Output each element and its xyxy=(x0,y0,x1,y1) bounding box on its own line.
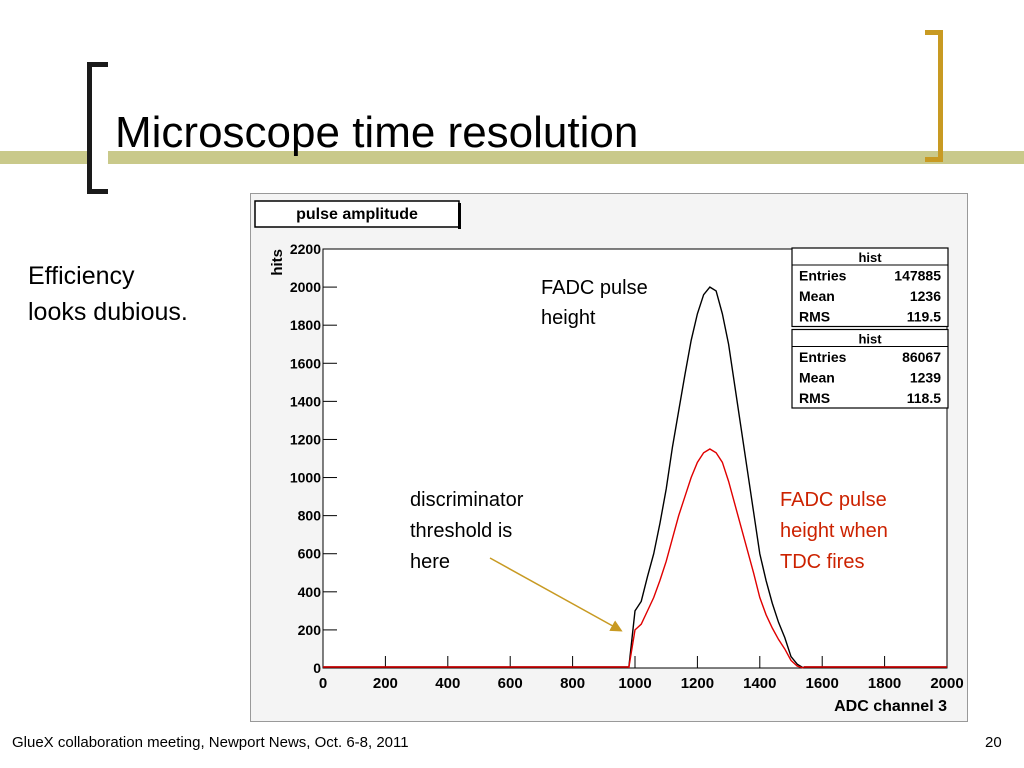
x-tick-label: 1800 xyxy=(868,675,901,692)
stats-value: 119.5 xyxy=(907,309,941,325)
annotation-red-line: TDC fires xyxy=(780,551,864,573)
histogram-series xyxy=(323,448,947,669)
annotation-threshold-line: here xyxy=(410,551,450,573)
y-tick-label: 2200 xyxy=(290,241,321,257)
chart-title-box: pulse amplitude xyxy=(254,200,461,229)
stats-value: 1239 xyxy=(910,370,941,386)
side-note-line: looks dubious. xyxy=(28,298,188,326)
stats-value: 86067 xyxy=(902,349,941,365)
annotation-threshold-line: threshold is xyxy=(410,520,512,542)
stats-value: 1236 xyxy=(910,288,941,304)
x-tick-label: 1400 xyxy=(743,675,776,692)
stats-boxes: hist Entries 147885 Mean 1236 RMS 119.5 hist Ent… xyxy=(791,247,949,409)
stats-key: Entries xyxy=(799,349,847,365)
chart-title: pulse amplitude xyxy=(296,206,418,223)
stats-value: 118.5 xyxy=(907,390,941,406)
threshold-arrow xyxy=(489,557,623,632)
y-axis-label: hits xyxy=(269,249,286,276)
y-axis-ticks: 0 200 400 600 800 1000 1200 1400 1600 1800 2000 220… xyxy=(290,241,337,676)
y-tick-label: 200 xyxy=(298,622,322,638)
y-tick-label: 0 xyxy=(313,660,321,676)
annotation-red-line: height when xyxy=(780,520,888,542)
x-tick-label: 400 xyxy=(435,675,460,692)
stats-key: RMS xyxy=(799,390,830,406)
annotation-black-line: height xyxy=(541,307,596,329)
stats-box: hist Entries 147885 Mean 1236 RMS 119.5 xyxy=(791,247,949,328)
y-tick-label: 1800 xyxy=(290,317,321,333)
annotation-red-line: FADC pulse xyxy=(780,489,887,511)
stats-key: Entries xyxy=(799,268,847,284)
histogram-outline xyxy=(628,448,804,669)
histogram-outline xyxy=(628,286,804,669)
y-tick-label: 1200 xyxy=(290,431,321,447)
y-tick-label: 2000 xyxy=(290,279,321,295)
title-accent-bar xyxy=(0,151,1024,164)
x-tick-label: 600 xyxy=(498,675,523,692)
histogram-chart: pulse amplitude 0 200 400 600 800 1000 1200 140… xyxy=(254,200,964,715)
right-bracket-decoration xyxy=(925,30,943,162)
page-number: 20 xyxy=(985,734,1002,751)
y-tick-label: 600 xyxy=(298,546,322,562)
y-tick-label: 1000 xyxy=(290,470,321,486)
stats-box-name: hist xyxy=(858,332,882,347)
x-axis-ticks: 0 200 400 600 800 1000 1200 1400 1600 1800 2000 xyxy=(319,656,964,692)
y-tick-label: 400 xyxy=(298,584,322,600)
footer-text: GlueX collaboration meeting, Newport New… xyxy=(12,734,409,751)
annotation-black-line: FADC pulse xyxy=(541,277,648,299)
x-tick-label: 1000 xyxy=(618,675,651,692)
stats-box: hist Entries 86067 Mean 1239 RMS 118.5 xyxy=(791,328,949,409)
annotation-threshold-line: discriminator xyxy=(410,489,524,511)
stats-value: 147885 xyxy=(894,268,941,284)
x-tick-label: 1200 xyxy=(681,675,714,692)
x-tick-label: 1600 xyxy=(806,675,839,692)
slide-title: Microscope time resolution xyxy=(115,108,639,157)
side-note: Efficiency looks dubious. xyxy=(28,258,258,330)
series-layer xyxy=(323,286,947,669)
stats-key: Mean xyxy=(799,370,835,386)
x-tick-label: 800 xyxy=(560,675,585,692)
x-tick-label: 0 xyxy=(319,675,327,692)
stats-box-name: hist xyxy=(858,250,882,265)
x-axis-label: ADC channel 3 xyxy=(834,698,947,715)
x-tick-label: 200 xyxy=(373,675,398,692)
side-note-line: Efficiency xyxy=(28,262,135,290)
stats-key: Mean xyxy=(799,288,835,304)
y-tick-label: 1400 xyxy=(290,393,321,409)
x-tick-label: 2000 xyxy=(930,675,963,692)
left-bracket-decoration xyxy=(87,62,108,194)
y-tick-label: 800 xyxy=(298,508,322,524)
stats-key: RMS xyxy=(799,309,830,325)
y-tick-label: 1600 xyxy=(290,355,321,371)
